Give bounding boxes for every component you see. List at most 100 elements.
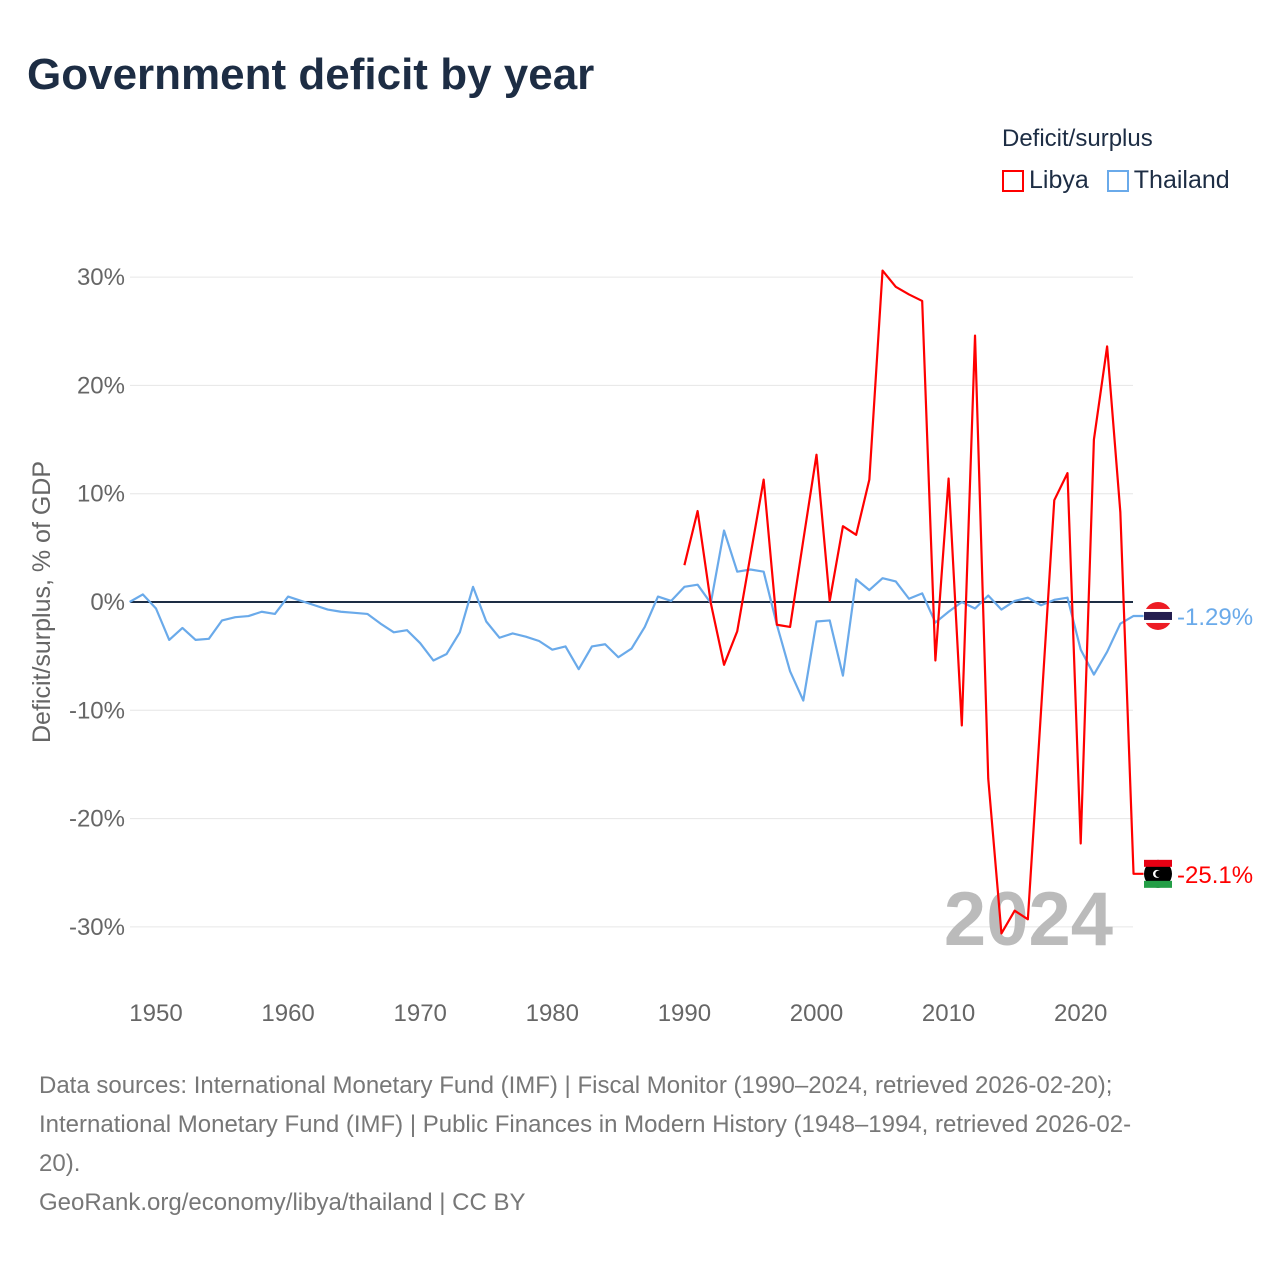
data-point[interactable] [695, 582, 701, 588]
data-point[interactable] [298, 598, 304, 604]
data-point[interactable] [880, 268, 886, 274]
data-point[interactable] [483, 618, 489, 624]
data-point[interactable] [1064, 595, 1070, 601]
source-link[interactable]: GeoRank.org/economy/libya/thailand | CC … [39, 1189, 526, 1216]
data-point[interactable] [1012, 598, 1018, 604]
data-point[interactable] [602, 641, 608, 647]
data-point[interactable] [747, 552, 753, 558]
data-point[interactable] [734, 569, 740, 575]
data-point[interactable] [972, 605, 978, 611]
data-point[interactable] [153, 605, 159, 611]
data-point[interactable] [800, 698, 806, 704]
data-point[interactable] [708, 600, 714, 606]
data-point[interactable] [615, 654, 621, 660]
data-point[interactable] [1117, 621, 1123, 627]
data-point[interactable] [919, 298, 925, 304]
data-point[interactable] [1104, 649, 1110, 655]
data-point[interactable] [853, 532, 859, 538]
data-point[interactable] [1078, 841, 1084, 847]
data-point[interactable] [827, 617, 833, 623]
data-point[interactable] [364, 611, 370, 617]
data-point[interactable] [1078, 647, 1084, 653]
data-point[interactable] [140, 591, 146, 597]
series-line-libya[interactable] [683, 269, 1144, 935]
data-point[interactable] [510, 630, 516, 636]
data-point[interactable] [523, 634, 529, 640]
data-point[interactable] [272, 611, 278, 617]
data-point[interactable] [232, 614, 238, 620]
data-point[interactable] [193, 637, 199, 643]
data-point[interactable] [536, 638, 542, 644]
data-point[interactable] [245, 613, 251, 619]
legend-item-thailand[interactable]: Thailand [1106, 166, 1230, 195]
data-point[interactable] [668, 598, 674, 604]
data-point[interactable] [206, 636, 212, 642]
data-point[interactable] [919, 590, 925, 596]
data-point[interactable] [470, 584, 476, 590]
data-point[interactable] [840, 673, 846, 679]
data-point[interactable] [1091, 672, 1097, 678]
data-point[interactable] [985, 593, 991, 599]
data-point[interactable] [774, 622, 780, 628]
data-point[interactable] [259, 609, 265, 615]
data-point[interactable] [642, 624, 648, 630]
data-point[interactable] [721, 528, 727, 534]
data-point[interactable] [787, 668, 793, 674]
data-point[interactable] [946, 476, 952, 482]
data-point[interactable] [893, 578, 899, 584]
data-point[interactable] [576, 666, 582, 672]
data-point[interactable] [219, 617, 225, 623]
data-point[interactable] [549, 647, 555, 653]
data-point[interactable] [906, 291, 912, 297]
data-point[interactable] [338, 609, 344, 615]
data-point[interactable] [959, 722, 965, 728]
data-point[interactable] [1104, 343, 1110, 349]
data-point[interactable] [946, 609, 952, 615]
data-point[interactable] [998, 930, 1004, 936]
data-point[interactable] [166, 637, 172, 643]
data-point[interactable] [814, 452, 820, 458]
data-point[interactable] [800, 537, 806, 543]
data-point[interactable] [959, 599, 965, 605]
data-point[interactable] [1091, 437, 1097, 443]
data-point[interactable] [866, 477, 872, 483]
data-point[interactable] [325, 607, 331, 613]
data-point[interactable] [880, 575, 886, 581]
data-point[interactable] [312, 602, 318, 608]
data-point[interactable] [866, 587, 872, 593]
data-point[interactable] [1131, 613, 1137, 619]
data-point[interactable] [589, 643, 595, 649]
data-point[interactable] [430, 657, 436, 663]
data-point[interactable] [1131, 871, 1137, 877]
data-point[interactable] [1025, 916, 1031, 922]
data-point[interactable] [932, 657, 938, 663]
data-point[interactable] [695, 508, 701, 514]
data-point[interactable] [1117, 509, 1123, 515]
data-point[interactable] [840, 523, 846, 529]
data-point[interactable] [761, 569, 767, 575]
data-point[interactable] [893, 284, 899, 290]
data-point[interactable] [906, 596, 912, 602]
data-point[interactable] [681, 562, 687, 568]
data-point[interactable] [179, 625, 185, 631]
data-point[interactable] [985, 776, 991, 782]
data-point[interactable] [496, 635, 502, 641]
data-point[interactable] [1038, 602, 1044, 608]
data-point[interactable] [853, 576, 859, 582]
series-line-thailand[interactable] [129, 529, 1144, 702]
legend-item-libya[interactable]: Libya [1002, 166, 1089, 195]
data-point[interactable] [444, 651, 450, 657]
data-point[interactable] [1051, 597, 1057, 603]
data-point[interactable] [563, 643, 569, 649]
data-point[interactable] [1038, 707, 1044, 713]
data-point[interactable] [457, 629, 463, 635]
data-point[interactable] [127, 599, 133, 605]
data-point[interactable] [721, 662, 727, 668]
data-point[interactable] [1025, 595, 1031, 601]
data-point[interactable] [1064, 470, 1070, 476]
data-point[interactable] [787, 624, 793, 630]
data-point[interactable] [404, 627, 410, 633]
data-point[interactable] [734, 628, 740, 634]
data-point[interactable] [761, 477, 767, 483]
data-point[interactable] [998, 607, 1004, 613]
